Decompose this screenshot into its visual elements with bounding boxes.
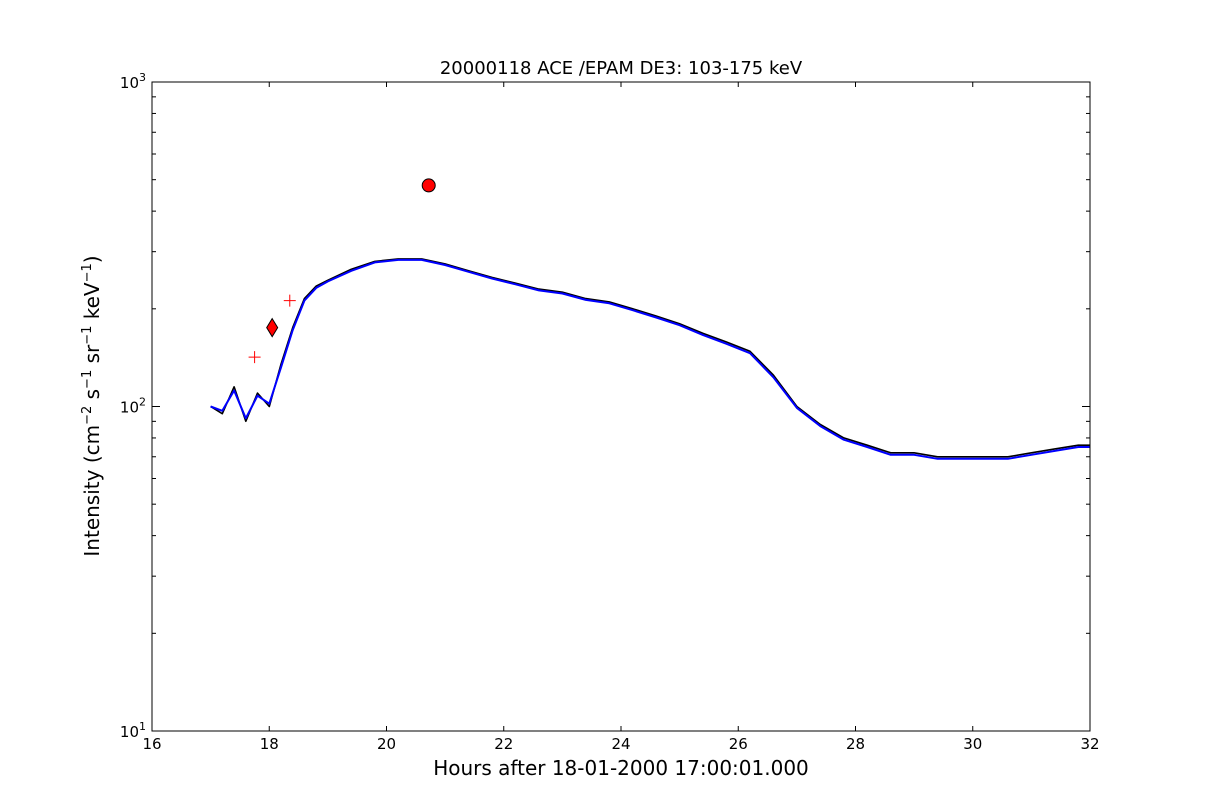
y-label-sup-2: −1 [80,370,95,389]
y-tick-label-100: 102 [120,396,146,417]
x-tick-label-20: 20 [377,735,396,753]
y-label-sup-3: −1 [80,326,95,345]
chart-title: 20000118 ACE /EPAM DE3: 103-175 keV [440,58,803,79]
x-tick-label-30: 30 [963,735,982,753]
x-tick-label-26: 26 [729,735,748,753]
y-label-sup-4: −1 [80,263,95,282]
y-label-prefix: Intensity (cm [80,425,104,557]
series-layer [210,258,1090,460]
plus-marker-4 [248,351,261,364]
x-axis-label: Hours after 18-01-2000 17:00:01.000 [433,756,809,780]
y-axis-label: Intensity (cm−2 s−1 sr−1 keV−1) [80,255,104,556]
diamond-marker-2 [266,317,279,338]
plus-marker-3 [283,294,296,307]
marker-layer [248,178,436,364]
y-tick-label-10: 101 [120,720,146,741]
x-tick-label-18: 18 [260,735,279,753]
y-label-suffix: ) [80,255,104,263]
y-label-sup-1: −2 [80,406,95,425]
y-label-mid-2: sr [80,344,104,370]
x-axis-ticks: 16 18 20 22 24 26 28 30 32 [142,82,1100,753]
y-label-mid-1: s [80,389,104,406]
y-tick-label-1000: 103 [120,71,146,92]
x-tick-label-24: 24 [611,735,630,753]
y-label-mid-3: keV [80,282,104,326]
x-tick-label-22: 22 [494,735,513,753]
x-tick-label-28: 28 [846,735,865,753]
series-line-2 [210,258,1090,460]
x-tick-label-16: 16 [142,735,161,753]
circle-marker-1 [421,178,436,193]
y-axis-ticks: 101 102 103 [120,71,1090,741]
x-tick-label-32: 32 [1080,735,1099,753]
